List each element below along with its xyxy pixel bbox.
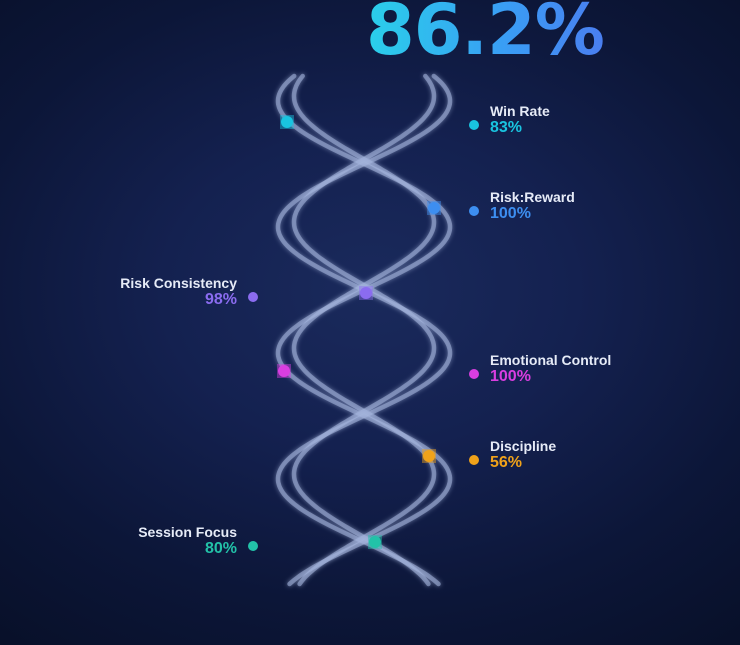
helix-strand-4: [291, 73, 437, 587]
metric-risk-consistency: Risk Consistency 98%: [120, 275, 237, 309]
session-focus-helix-marker: [369, 536, 381, 548]
emotional-control-legend-dot: [469, 369, 479, 379]
metric-risk-consistency-value: 98%: [204, 291, 237, 308]
metric-win-rate-name: Win Rate: [490, 103, 550, 119]
metric-emotional-control-name: Emotional Control: [490, 352, 612, 368]
metric-risk-reward-value: 100%: [490, 205, 531, 222]
session-focus-legend-dot: [248, 541, 258, 551]
overall-score: 86.2%: [366, 0, 605, 74]
emotional-control-helix-marker: [278, 365, 290, 377]
risk-reward-legend-dot: [469, 206, 479, 216]
helix-strand-2: [275, 73, 453, 587]
metric-session-focus: Session Focus 80%: [138, 524, 237, 558]
metric-risk-consistency-name: Risk Consistency: [120, 275, 237, 291]
metric-emotional-control-value: 100%: [490, 368, 531, 385]
helix-strand-3: [291, 73, 437, 587]
metric-session-focus-value: 80%: [204, 540, 237, 557]
discipline-helix-marker: [423, 450, 435, 462]
metric-session-focus-name: Session Focus: [138, 524, 237, 540]
metric-discipline-value: 56%: [490, 454, 523, 471]
metric-emotional-control: Emotional Control 100%: [490, 352, 611, 386]
metric-discipline-name: Discipline: [490, 438, 557, 454]
metric-win-rate: Win Rate 83%: [490, 103, 550, 137]
risk-consistency-helix-marker: [360, 287, 372, 299]
metric-risk-reward-name: Risk:Reward: [490, 189, 575, 205]
metric-discipline: Discipline 56%: [490, 438, 556, 472]
metric-risk-reward: Risk:Reward 100%: [490, 189, 575, 223]
helix-strand-1: [275, 73, 453, 587]
discipline-legend-dot: [469, 455, 479, 465]
win-rate-legend-dot: [469, 120, 479, 130]
win-rate-helix-marker: [281, 116, 293, 128]
risk-reward-helix-marker: [428, 202, 440, 214]
risk-consistency-legend-dot: [248, 292, 258, 302]
metric-win-rate-value: 83%: [490, 119, 523, 136]
